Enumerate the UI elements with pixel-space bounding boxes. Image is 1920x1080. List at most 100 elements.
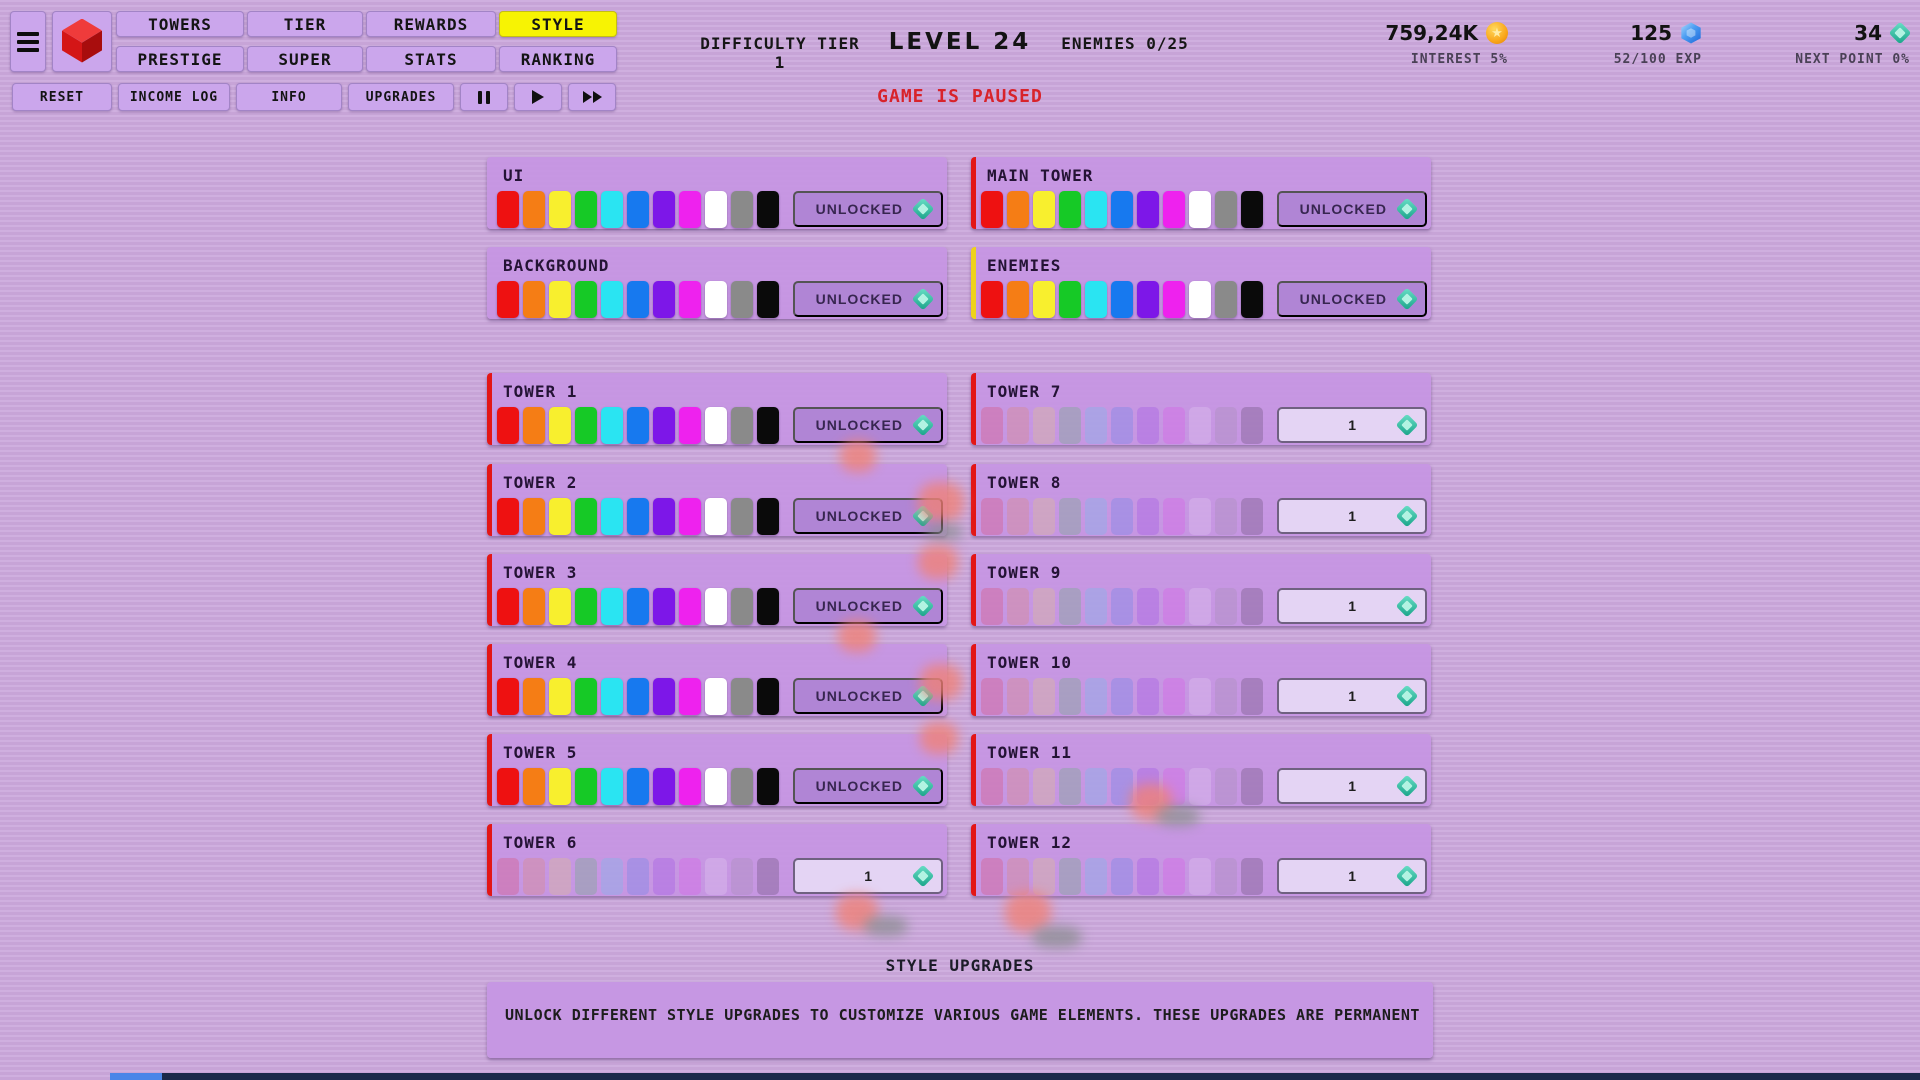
color-swatch[interactable] bbox=[653, 281, 675, 318]
color-swatch[interactable] bbox=[981, 281, 1003, 318]
color-swatch[interactable] bbox=[1085, 281, 1107, 318]
color-swatch[interactable] bbox=[497, 498, 519, 535]
color-swatch[interactable] bbox=[731, 588, 753, 625]
color-swatch[interactable] bbox=[1163, 191, 1185, 228]
color-swatch[interactable] bbox=[757, 191, 779, 228]
unlocked-button[interactable]: UNLOCKED bbox=[793, 281, 943, 317]
color-swatch[interactable] bbox=[627, 768, 649, 805]
tab-ranking[interactable]: RANKING bbox=[499, 46, 617, 72]
color-swatch[interactable] bbox=[549, 407, 571, 444]
color-swatch[interactable] bbox=[549, 588, 571, 625]
unlocked-button[interactable]: UNLOCKED bbox=[793, 407, 943, 443]
color-swatch[interactable] bbox=[1033, 281, 1055, 318]
color-swatch[interactable] bbox=[757, 588, 779, 625]
unlocked-button[interactable]: UNLOCKED bbox=[793, 678, 943, 714]
tab-prestige[interactable]: PRESTIGE bbox=[116, 46, 244, 72]
upgrades-button[interactable]: UPGRADES bbox=[348, 83, 454, 111]
color-swatch[interactable] bbox=[575, 281, 597, 318]
color-swatch[interactable] bbox=[653, 407, 675, 444]
color-swatch[interactable] bbox=[497, 678, 519, 715]
color-swatch[interactable] bbox=[679, 407, 701, 444]
color-swatch[interactable] bbox=[523, 768, 545, 805]
menu-button[interactable] bbox=[10, 11, 46, 72]
tab-tier[interactable]: TIER bbox=[247, 11, 363, 37]
color-swatch[interactable] bbox=[497, 588, 519, 625]
color-swatch[interactable] bbox=[549, 678, 571, 715]
color-swatch[interactable] bbox=[705, 768, 727, 805]
color-swatch[interactable] bbox=[1215, 191, 1237, 228]
color-swatch[interactable] bbox=[757, 407, 779, 444]
unlock-cost-button[interactable]: 1 bbox=[1277, 768, 1427, 804]
unlocked-button[interactable]: UNLOCKED bbox=[793, 588, 943, 624]
color-swatch[interactable] bbox=[523, 191, 545, 228]
color-swatch[interactable] bbox=[549, 281, 571, 318]
color-swatch[interactable] bbox=[679, 768, 701, 805]
color-swatch[interactable] bbox=[601, 768, 623, 805]
color-swatch[interactable] bbox=[523, 678, 545, 715]
color-swatch[interactable] bbox=[757, 678, 779, 715]
pause-button[interactable] bbox=[460, 83, 508, 111]
color-swatch[interactable] bbox=[497, 407, 519, 444]
unlocked-button[interactable]: UNLOCKED bbox=[1277, 281, 1427, 317]
color-swatch[interactable] bbox=[1111, 281, 1133, 318]
color-swatch[interactable] bbox=[757, 498, 779, 535]
color-swatch[interactable] bbox=[549, 191, 571, 228]
color-swatch[interactable] bbox=[757, 281, 779, 318]
color-swatch[interactable] bbox=[731, 678, 753, 715]
color-swatch[interactable] bbox=[601, 498, 623, 535]
unlocked-button[interactable]: UNLOCKED bbox=[793, 498, 943, 534]
tab-super[interactable]: SUPER bbox=[247, 46, 363, 72]
color-swatch[interactable] bbox=[653, 678, 675, 715]
color-swatch[interactable] bbox=[1137, 281, 1159, 318]
color-swatch[interactable] bbox=[497, 281, 519, 318]
color-swatch[interactable] bbox=[627, 498, 649, 535]
color-swatch[interactable] bbox=[731, 407, 753, 444]
color-swatch[interactable] bbox=[627, 191, 649, 228]
reset-button[interactable]: RESET bbox=[12, 83, 112, 111]
color-swatch[interactable] bbox=[653, 498, 675, 535]
color-swatch[interactable] bbox=[1241, 281, 1263, 318]
color-swatch[interactable] bbox=[601, 678, 623, 715]
color-swatch[interactable] bbox=[1137, 191, 1159, 228]
color-swatch[interactable] bbox=[523, 281, 545, 318]
color-swatch[interactable] bbox=[627, 678, 649, 715]
color-swatch[interactable] bbox=[601, 407, 623, 444]
play-button[interactable] bbox=[514, 83, 562, 111]
color-swatch[interactable] bbox=[705, 678, 727, 715]
color-swatch[interactable] bbox=[1033, 191, 1055, 228]
color-swatch[interactable] bbox=[653, 191, 675, 228]
unlock-cost-button[interactable]: 1 bbox=[1277, 678, 1427, 714]
tab-style[interactable]: STYLE bbox=[499, 11, 617, 37]
color-swatch[interactable] bbox=[705, 281, 727, 318]
color-swatch[interactable] bbox=[549, 498, 571, 535]
color-swatch[interactable] bbox=[575, 498, 597, 535]
info-button[interactable]: INFO bbox=[236, 83, 342, 111]
color-swatch[interactable] bbox=[705, 407, 727, 444]
color-swatch[interactable] bbox=[627, 588, 649, 625]
color-swatch[interactable] bbox=[679, 588, 701, 625]
color-swatch[interactable] bbox=[679, 281, 701, 318]
unlock-cost-button[interactable]: 1 bbox=[1277, 407, 1427, 443]
tab-rewards[interactable]: REWARDS bbox=[366, 11, 496, 37]
color-swatch[interactable] bbox=[497, 768, 519, 805]
color-swatch[interactable] bbox=[1059, 191, 1081, 228]
color-swatch[interactable] bbox=[575, 678, 597, 715]
color-swatch[interactable] bbox=[1189, 191, 1211, 228]
color-swatch[interactable] bbox=[679, 498, 701, 535]
color-swatch[interactable] bbox=[601, 281, 623, 318]
color-swatch[interactable] bbox=[523, 588, 545, 625]
unlock-cost-button[interactable]: 1 bbox=[793, 858, 943, 894]
color-swatch[interactable] bbox=[575, 191, 597, 228]
color-swatch[interactable] bbox=[1007, 191, 1029, 228]
color-swatch[interactable] bbox=[757, 768, 779, 805]
color-swatch[interactable] bbox=[679, 678, 701, 715]
color-swatch[interactable] bbox=[575, 588, 597, 625]
color-swatch[interactable] bbox=[705, 588, 727, 625]
color-swatch[interactable] bbox=[705, 191, 727, 228]
color-swatch[interactable] bbox=[1007, 281, 1029, 318]
unlock-cost-button[interactable]: 1 bbox=[1277, 588, 1427, 624]
tab-towers[interactable]: TOWERS bbox=[116, 11, 244, 37]
color-swatch[interactable] bbox=[653, 588, 675, 625]
income-log-button[interactable]: INCOME LOG bbox=[118, 83, 230, 111]
color-swatch[interactable] bbox=[1085, 191, 1107, 228]
